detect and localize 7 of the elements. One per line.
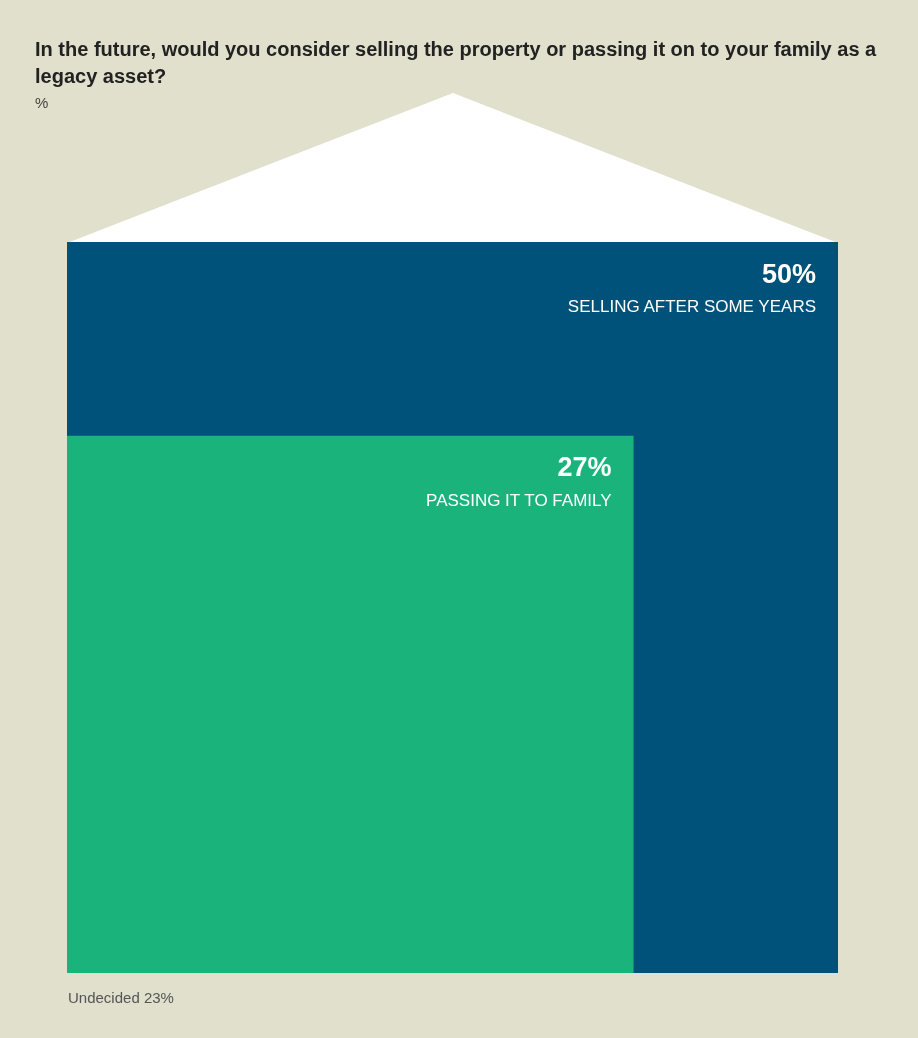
text: In the future, would you consider selling the property or passing it on to your family as a legacy asset? [35, 37, 882, 87]
data-label: 27% [557, 452, 612, 483]
category-label: SELLING AFTER SOME YEARS [567, 297, 816, 316]
text: % [35, 94, 49, 111]
text: Undecided 23% [68, 989, 174, 1006]
category-label: PASSING IT TO FAMILY [426, 490, 612, 510]
data-label: 50% [761, 258, 816, 289]
